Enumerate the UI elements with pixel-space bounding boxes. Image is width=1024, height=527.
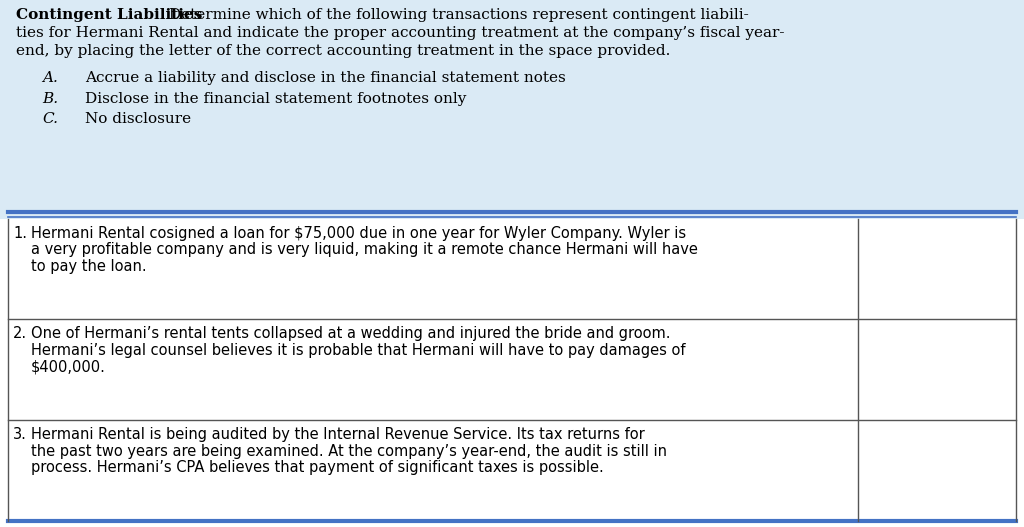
Text: $400,000.: $400,000. [31,359,105,374]
Text: B.: B. [42,92,58,106]
Text: Determine which of the following transactions represent contingent liabili-: Determine which of the following transac… [165,8,750,22]
Text: 2.: 2. [13,326,28,341]
Text: ties for Hermani Rental and indicate the proper accounting treatment at the comp: ties for Hermani Rental and indicate the… [16,26,784,40]
Text: No disclosure: No disclosure [85,112,191,126]
Text: C.: C. [42,112,58,126]
Text: Accrue a liability and disclose in the financial statement notes: Accrue a liability and disclose in the f… [85,71,565,85]
Text: to pay the loan.: to pay the loan. [31,259,146,274]
Text: A.: A. [42,71,58,85]
Text: end, by placing the letter of the correct accounting treatment in the space prov: end, by placing the letter of the correc… [16,44,671,58]
Text: the past two years are being examined. At the company’s year-end, the audit is s: the past two years are being examined. A… [31,444,667,458]
Bar [0,0,1024,219]
Text: Disclose in the financial statement footnotes only: Disclose in the financial statement foot… [85,92,466,106]
Text: a very profitable company and is very liquid, making it a remote chance Hermani : a very profitable company and is very li… [31,242,697,257]
Text: Hermani’s legal counsel believes it is probable that Hermani will have to pay da: Hermani’s legal counsel believes it is p… [31,343,685,358]
Text: process. Hermani’s CPA believes that payment of significant taxes is possible.: process. Hermani’s CPA believes that pay… [31,460,603,475]
Text: 3.: 3. [13,427,28,442]
Text: Hermani Rental is being audited by the Internal Revenue Service. Its tax returns: Hermani Rental is being audited by the I… [31,427,644,442]
Text: One of Hermani’s rental tents collapsed at a wedding and injured the bride and g: One of Hermani’s rental tents collapsed … [31,326,671,341]
Bar [0,219,1024,527]
Text: Contingent Liabilities: Contingent Liabilities [16,8,203,22]
Text: Hermani Rental cosigned a loan for $75,000 due in one year for Wyler Company. Wy: Hermani Rental cosigned a loan for $75,0… [31,226,686,241]
Text: 1.: 1. [13,226,28,241]
